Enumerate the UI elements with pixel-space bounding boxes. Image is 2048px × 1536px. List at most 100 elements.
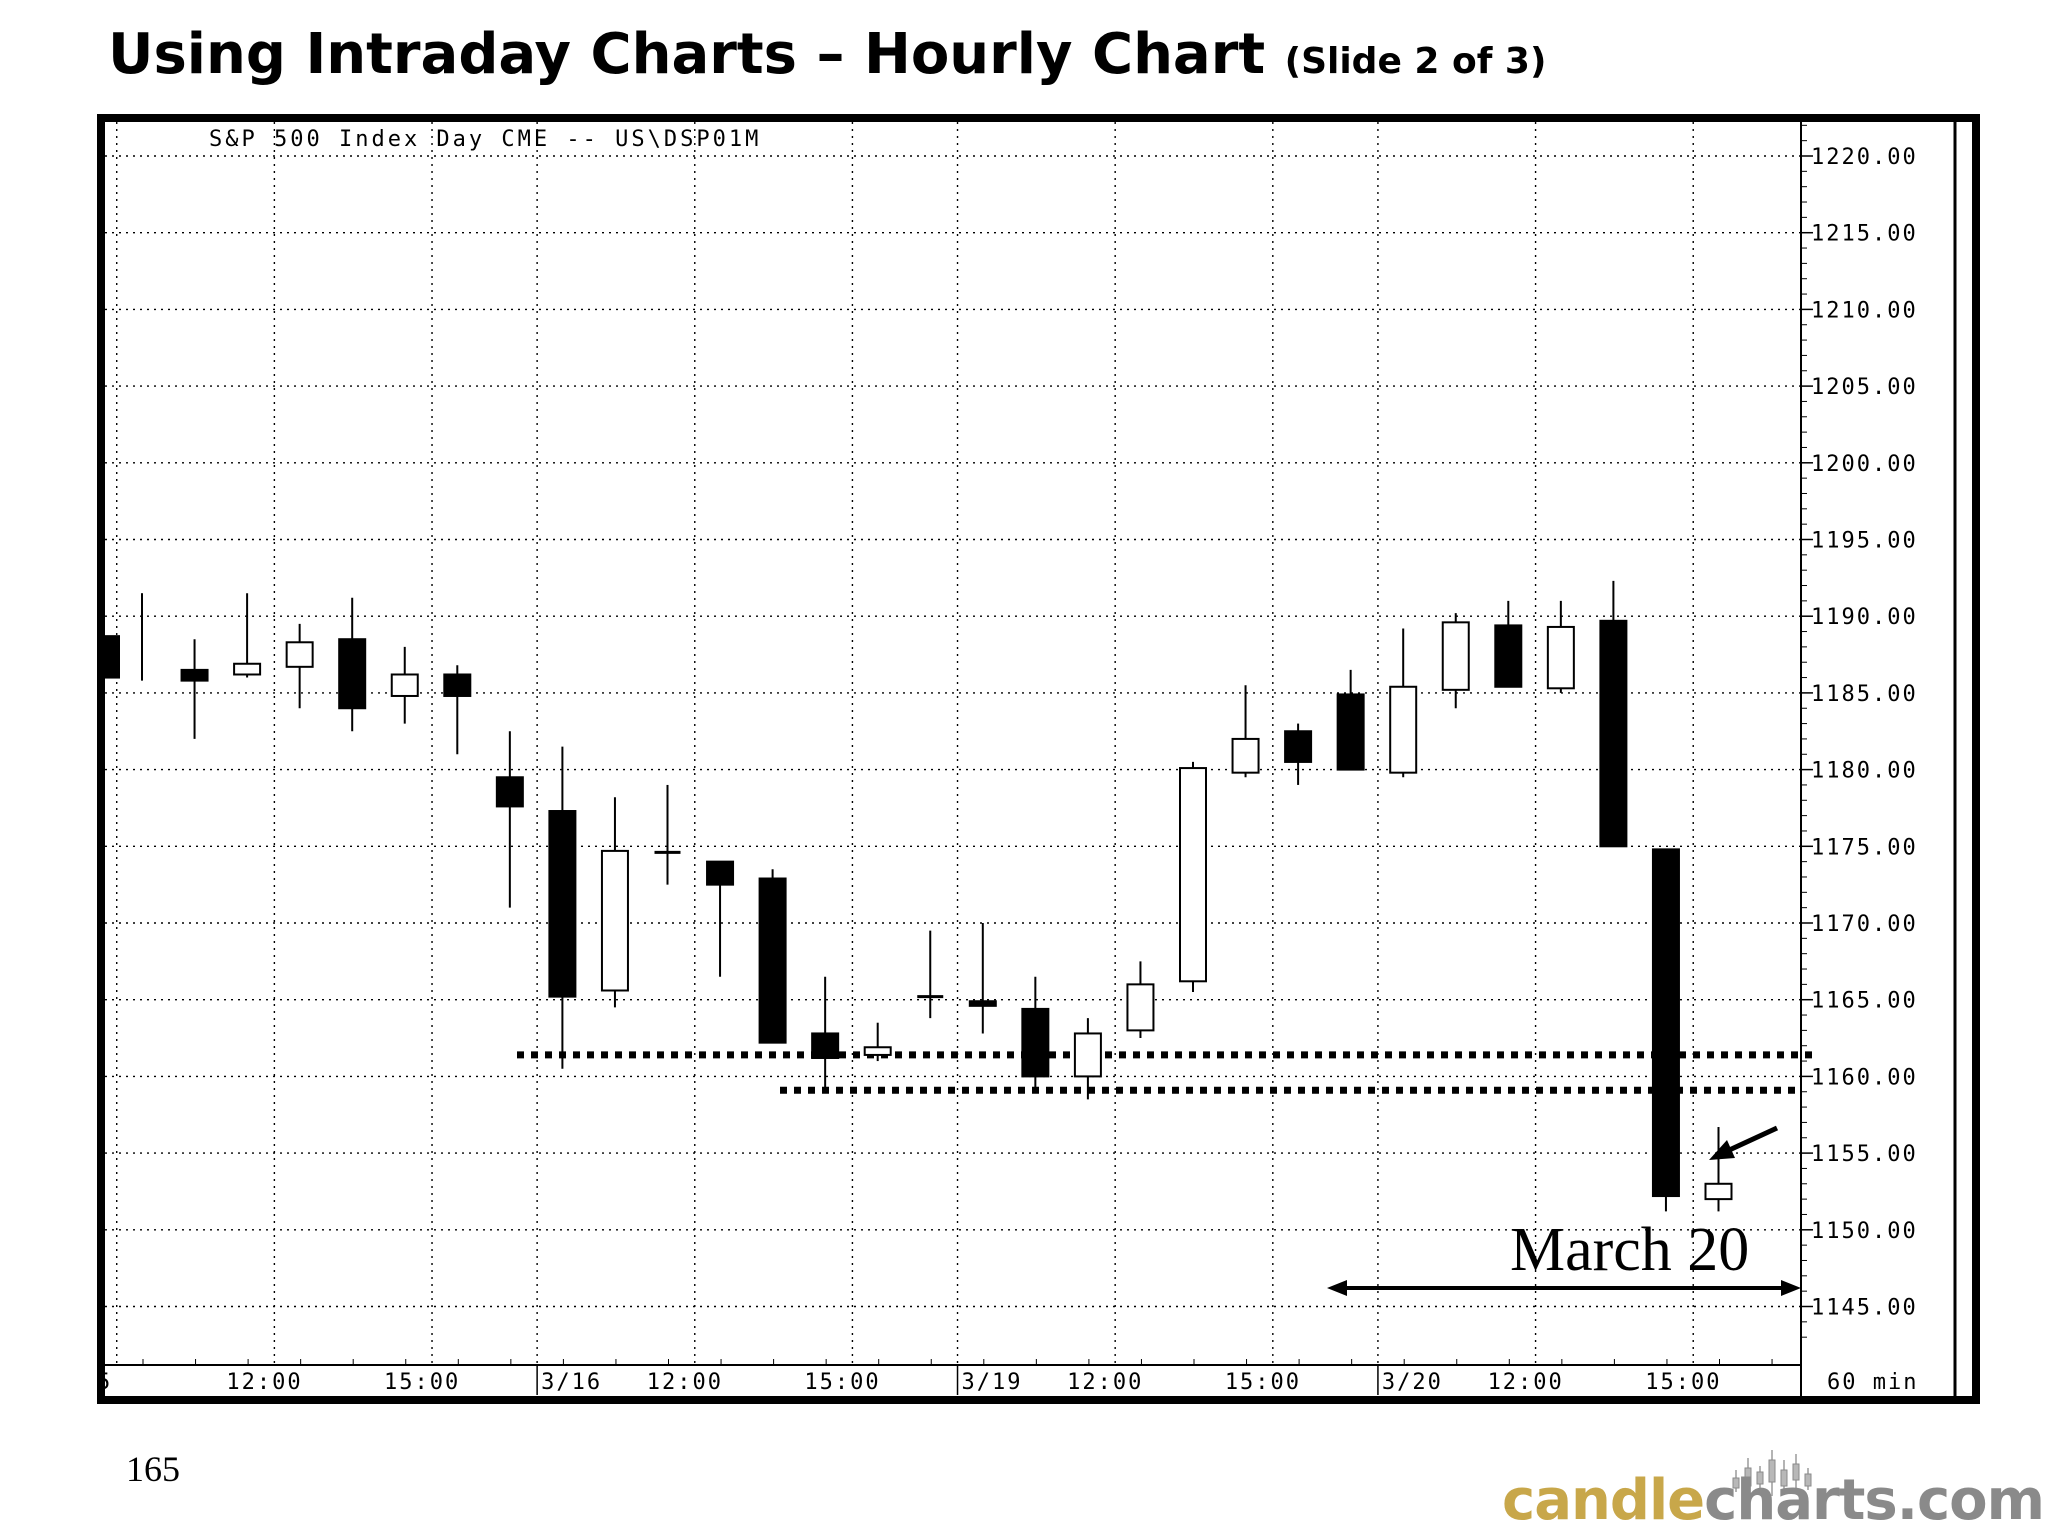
candle-body xyxy=(1441,621,1470,691)
x-tick-label: 12:00 xyxy=(1067,1370,1143,1395)
subtitle-text: (Slide 2 of 3) xyxy=(1284,41,1547,82)
title-text: Using Intraday Charts – Hourly Chart xyxy=(108,22,1266,87)
y-tick-label: 1190.00 xyxy=(1811,605,1918,630)
candle-body xyxy=(105,635,120,679)
pointer-arrow-head xyxy=(1709,1140,1735,1160)
candle xyxy=(180,639,209,739)
candle xyxy=(390,646,419,724)
candle xyxy=(863,1022,892,1062)
candle xyxy=(233,593,262,678)
annotation-layer: March 20 xyxy=(1327,1125,1801,1296)
logo-candle-body xyxy=(1744,1467,1752,1487)
candle-body xyxy=(1389,685,1418,774)
logo-candle-body xyxy=(1780,1469,1788,1487)
candle-body xyxy=(1231,737,1260,774)
candle-body xyxy=(1599,619,1628,848)
candle xyxy=(968,923,997,1034)
x-tick-label: 5 xyxy=(105,1370,112,1395)
annotation-text: March 20 xyxy=(1510,1216,1749,1284)
candle-body xyxy=(1021,1007,1050,1078)
candle xyxy=(495,731,524,908)
candle xyxy=(1126,961,1155,1039)
candle-body xyxy=(1284,730,1313,763)
annotation-arrow-left-head xyxy=(1327,1280,1347,1296)
y-tick-label: 1165.00 xyxy=(1811,989,1918,1014)
axis-layer: 1220.00 1215.00 1210.00 1205.00 1200.00 1195.… xyxy=(105,122,1957,1396)
candle xyxy=(654,784,681,885)
support-lines-layer xyxy=(517,1051,1817,1094)
candle-body xyxy=(1546,625,1575,690)
candle xyxy=(1599,580,1628,848)
y-tick-label: 1145.00 xyxy=(1811,1296,1918,1321)
candle-body xyxy=(1651,848,1680,1198)
candle-body xyxy=(1126,983,1155,1032)
candle xyxy=(811,976,840,1092)
x-tick-label: 12:00 xyxy=(647,1370,723,1395)
y-tick-label: 1175.00 xyxy=(1811,835,1918,860)
candle xyxy=(1073,1018,1102,1100)
chart-frame: 1220.00 1215.00 1210.00 1205.00 1200.00 1195.… xyxy=(97,114,1980,1404)
candle xyxy=(285,623,314,709)
candle xyxy=(1021,976,1050,1092)
y-tick-label: 1185.00 xyxy=(1811,682,1918,707)
candle xyxy=(1284,723,1313,785)
candle-body xyxy=(863,1046,892,1056)
y-tick-label: 1215.00 xyxy=(1811,222,1918,247)
candle xyxy=(1441,613,1470,709)
candle xyxy=(1389,628,1418,778)
candle-body xyxy=(1704,1182,1733,1201)
candle-body xyxy=(600,849,629,992)
candle xyxy=(443,665,472,755)
x-tick-label: 3/20 xyxy=(1382,1370,1443,1395)
candle xyxy=(706,860,735,977)
y-tick-label: 1200.00 xyxy=(1811,452,1918,477)
candle-body xyxy=(443,673,472,697)
candle-body xyxy=(548,810,577,998)
brand-part1: candle xyxy=(1502,1468,1705,1533)
candle xyxy=(1651,848,1680,1212)
candle-body xyxy=(338,638,367,710)
logo-candle-body xyxy=(1732,1477,1740,1489)
x-tick-label: 3/19 xyxy=(962,1370,1023,1395)
x-tick-label: 15:00 xyxy=(384,1370,460,1395)
candle xyxy=(1179,761,1207,993)
slide-title: Using Intraday Charts – Hourly Chart (Sl… xyxy=(108,22,1546,87)
logo-candle-body xyxy=(1768,1459,1776,1483)
x-tick-label: 3/16 xyxy=(541,1370,602,1395)
x-tick-label: 15:00 xyxy=(804,1370,880,1395)
candle-body xyxy=(811,1032,840,1059)
candlestick-chart: 1220.00 1215.00 1210.00 1205.00 1200.00 1195.… xyxy=(105,122,1957,1396)
chart-header: S&P 500 Index Day CME -- US\DSP01M xyxy=(209,127,761,152)
candle-body xyxy=(968,1000,997,1007)
brand-logo: candlecharts.com xyxy=(1502,1468,2045,1533)
brand-logo-candles xyxy=(1732,1450,1812,1496)
candle-body xyxy=(495,776,524,808)
x-tick-label: 15:00 xyxy=(1645,1370,1721,1395)
candle xyxy=(1336,669,1365,771)
candle xyxy=(548,746,577,1069)
x-tick-label: 12:00 xyxy=(1488,1370,1564,1395)
candle xyxy=(600,797,629,1008)
candle-body xyxy=(390,673,419,697)
candle-body xyxy=(758,877,787,1044)
candle-body xyxy=(1073,1032,1102,1078)
candle-body xyxy=(285,641,314,668)
y-tick-label: 1220.00 xyxy=(1811,145,1918,170)
y-tick-label: 1170.00 xyxy=(1811,912,1918,937)
candle xyxy=(1494,600,1523,688)
candle xyxy=(1231,685,1260,778)
y-tick-label: 1205.00 xyxy=(1811,375,1918,400)
candle-body xyxy=(1336,693,1365,771)
candle xyxy=(105,593,143,681)
logo-candle-body xyxy=(1804,1473,1812,1487)
candle-body xyxy=(1179,767,1207,983)
annotation-arrow-right-head xyxy=(1781,1280,1801,1296)
pointer-arrow-line xyxy=(1723,1125,1779,1155)
y-tick-label: 1195.00 xyxy=(1811,529,1918,554)
y-tick-label: 1180.00 xyxy=(1811,759,1918,784)
candle-body xyxy=(706,860,735,886)
x-tick-label: 15:00 xyxy=(1225,1370,1301,1395)
candles-layer xyxy=(105,580,1733,1212)
x-tick-label: 12:00 xyxy=(226,1370,302,1395)
y-tick-label: 1210.00 xyxy=(1811,298,1918,323)
